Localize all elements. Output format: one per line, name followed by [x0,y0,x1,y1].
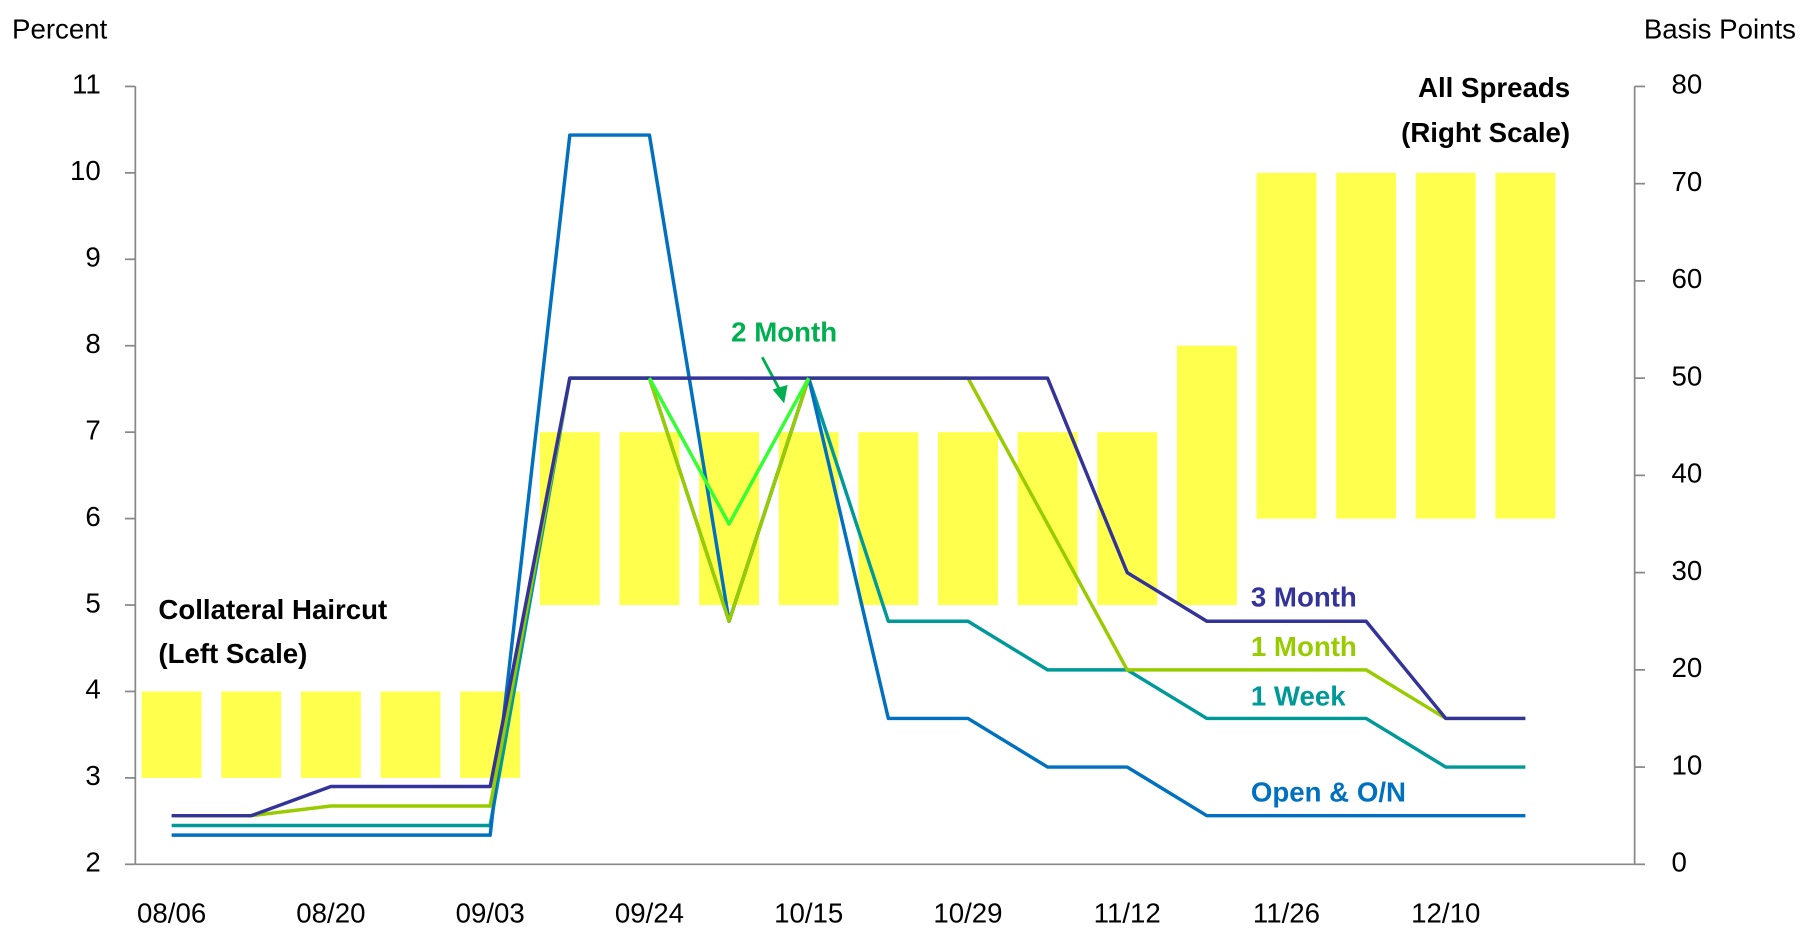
range-bar [539,432,600,606]
series-label: 1 Month [1251,631,1357,662]
x-tick-label: 11/26 [1253,897,1320,928]
y-tick-label: 2 [85,847,100,878]
x-tick-label: 08/06 [137,897,206,928]
y-tick-label: 10 [70,155,101,186]
y-tick-label: 11 [72,69,101,100]
range-bar [1097,432,1158,606]
y-tick-label: 5 [85,587,100,618]
annotation: All Spreads [1418,72,1570,103]
series-label: 2 Month [731,316,837,347]
range-bar [619,432,680,606]
range-bar [380,691,441,778]
range-bar [699,432,760,606]
range-bar [1256,172,1317,519]
y-tick-label: 7 [85,414,100,445]
y2-tick-label: 30 [1672,555,1703,586]
series-label: 3 Month [1251,582,1357,613]
series-label: Open & O/N [1251,776,1406,807]
y-tick-label: 4 [85,674,100,705]
range-bar [1336,172,1397,519]
y-tick-label: 6 [85,501,100,532]
y2-tick-label: 20 [1672,652,1703,683]
range-bar [1176,345,1237,606]
y-tick-label: 3 [85,760,100,791]
y2-tick-label: 10 [1672,749,1703,780]
y-axis-label: Percent [12,13,108,44]
range-bar [778,432,839,606]
range-bar [1017,432,1078,606]
range-bar [300,691,361,778]
range-bar [1415,172,1476,519]
x-tick-label: 09/03 [456,897,525,928]
y2-axis-label: Basis Points [1644,13,1796,44]
y2-tick-label: 70 [1672,166,1703,197]
annotation: (Right Scale) [1401,117,1570,148]
line-series [171,133,1526,837]
y2-tick-label: 50 [1672,360,1703,391]
range-bar [221,691,282,778]
line-series [171,376,1526,818]
range-bar [937,432,998,606]
x-tick-label: 08/20 [296,897,365,928]
y2-tick-label: 40 [1672,458,1703,489]
x-tick-label: 10/29 [933,897,1002,928]
x-tick-label: 11/12 [1094,897,1161,928]
range-bar [858,432,919,606]
y-tick-label: 8 [85,328,100,359]
y2-tick-label: 60 [1672,263,1703,294]
y-tick-label: 9 [85,242,100,273]
annotation-arrow [760,356,782,393]
line-series [171,376,1526,828]
range-bar [1495,172,1556,519]
x-tick-label: 12/10 [1411,897,1480,928]
annotation-arrowhead [772,384,788,404]
annotation: (Left Scale) [158,638,307,669]
series-label: 1 Week [1251,681,1346,712]
x-tick-label: 10/15 [774,897,843,928]
range-bar [141,691,202,778]
annotation: Collateral Haircut [158,594,387,625]
y2-tick-label: 80 [1672,69,1703,100]
line-series [647,377,811,526]
y2-tick-label: 0 [1672,847,1687,878]
x-tick-label: 09/24 [615,897,684,928]
